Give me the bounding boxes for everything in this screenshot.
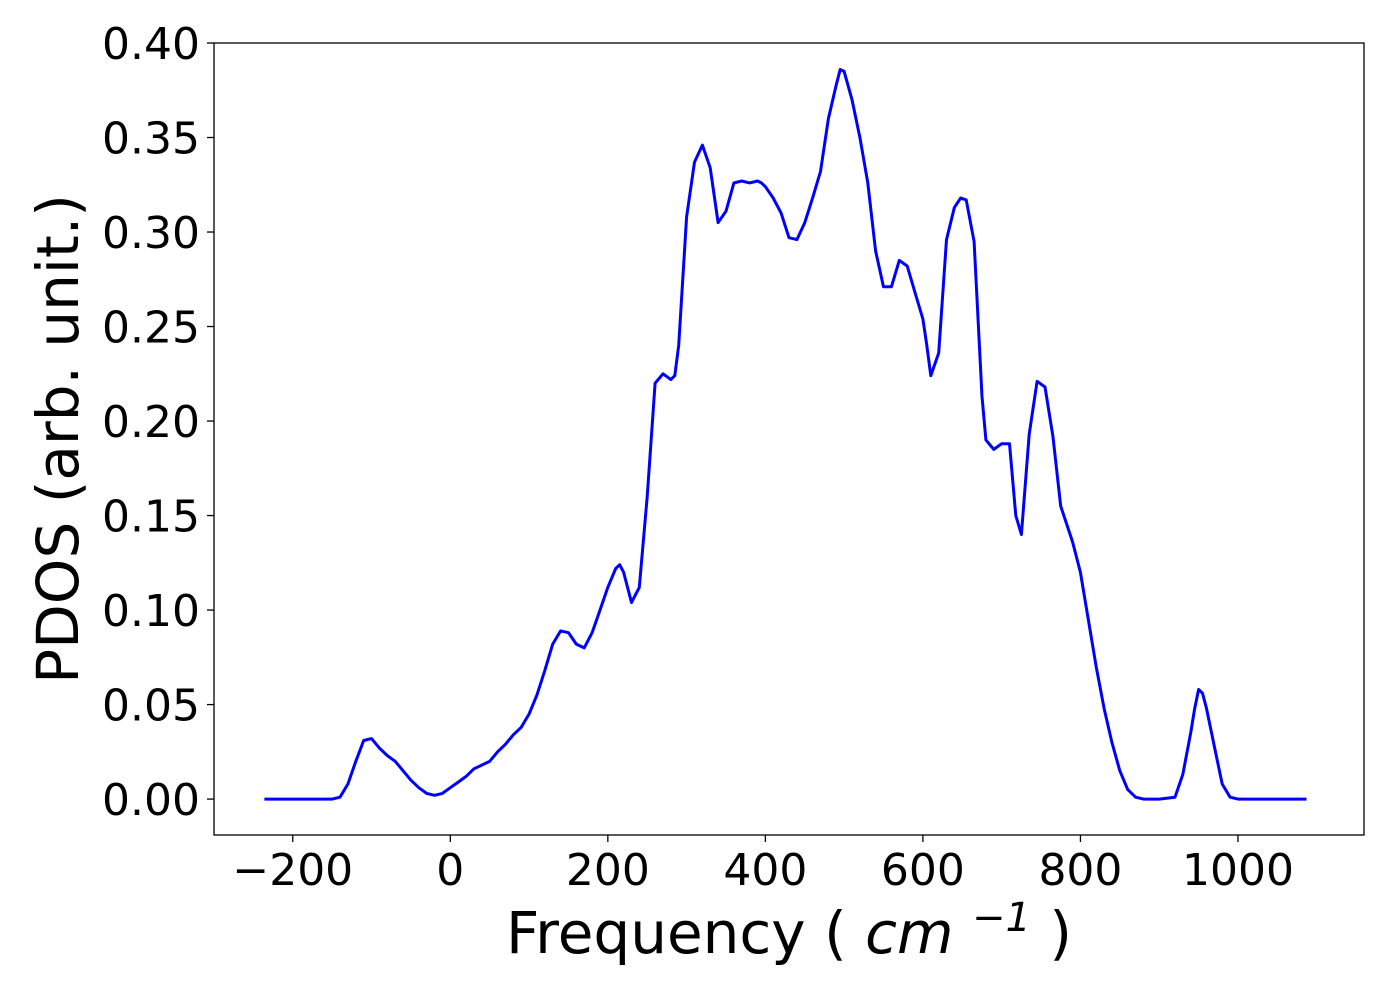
y-tick-label: 0.10 bbox=[102, 586, 200, 637]
y-tick-label: 0.40 bbox=[102, 19, 200, 70]
y-tick-label: 0.20 bbox=[102, 397, 200, 448]
y-tick-label: 0.05 bbox=[102, 681, 200, 732]
x-tick-label: 800 bbox=[1038, 845, 1122, 896]
y-tick-label: 0.35 bbox=[102, 114, 200, 165]
x-axis-label-unit: cm bbox=[865, 899, 953, 967]
x-tick-label: 0 bbox=[436, 845, 464, 896]
y-axis-label: PDOS (arb. unit.) bbox=[24, 194, 92, 684]
y-tick-label: 0.25 bbox=[102, 303, 200, 354]
y-tick-label: 0.15 bbox=[102, 492, 200, 543]
x-axis-label-close-paren: ) bbox=[1049, 899, 1072, 967]
y-tick-label: 0.00 bbox=[102, 775, 200, 826]
plot-frame bbox=[213, 42, 1365, 836]
x-tick-label: 1000 bbox=[1182, 845, 1294, 896]
y-tick-label: 0.30 bbox=[102, 208, 200, 259]
x-tick-label: −200 bbox=[232, 845, 353, 896]
x-axis-label-open-paren: ( bbox=[824, 899, 847, 967]
x-axis-label-text: Frequency bbox=[506, 899, 806, 967]
axis-ticks bbox=[207, 42, 1239, 842]
x-tick-label: 400 bbox=[723, 845, 807, 896]
x-tick-label: 600 bbox=[881, 845, 965, 896]
pdos-series-line bbox=[264, 68, 1307, 801]
axis-tick-labels: −200 0 200 400 600 800 1000 0.00 0.05 0.10 0.15 0.2… bbox=[102, 19, 1294, 896]
x-tick-label: 200 bbox=[566, 845, 650, 896]
x-axis-label: Frequency ( cm −1 ) bbox=[506, 877, 1072, 967]
x-axis-label-unit-exponent: −1 bbox=[972, 895, 1031, 941]
